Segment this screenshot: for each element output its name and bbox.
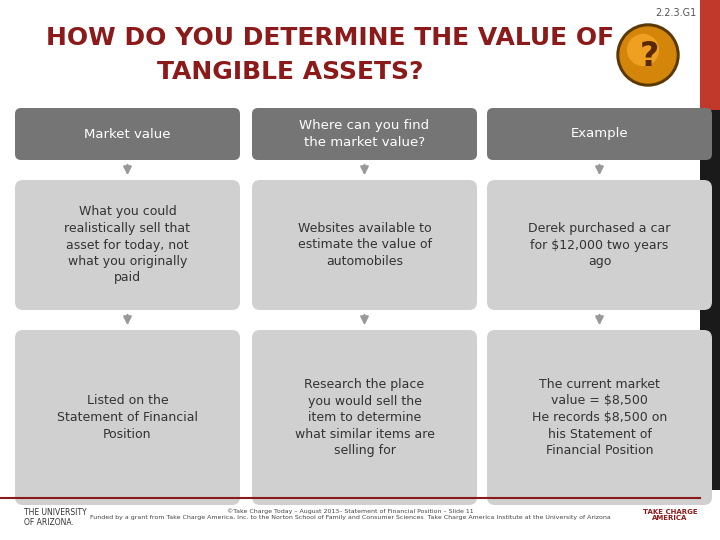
FancyBboxPatch shape: [252, 180, 477, 310]
FancyBboxPatch shape: [700, 0, 720, 110]
FancyBboxPatch shape: [487, 330, 712, 505]
Text: TANGIBLE ASSETS?: TANGIBLE ASSETS?: [157, 60, 423, 84]
FancyBboxPatch shape: [700, 110, 720, 490]
Text: Where can you find
the market value?: Where can you find the market value?: [300, 119, 430, 148]
Text: 2.2.3.G1: 2.2.3.G1: [656, 8, 697, 18]
Text: Listed on the
Statement of Financial
Position: Listed on the Statement of Financial Pos…: [57, 395, 198, 441]
FancyBboxPatch shape: [252, 330, 477, 505]
Circle shape: [620, 27, 676, 83]
Text: Research the place
you would sell the
item to determine
what similar items are
s: Research the place you would sell the it…: [294, 378, 434, 457]
Text: What you could
realistically sell that
asset for today, not
what you originally
: What you could realistically sell that a…: [65, 206, 191, 285]
FancyBboxPatch shape: [487, 180, 712, 310]
FancyBboxPatch shape: [15, 180, 240, 310]
Text: TAKE CHARGE
AMERICA: TAKE CHARGE AMERICA: [643, 509, 697, 522]
Text: ©Take Charge Today – August 2013– Statement of Financial Position – Slide 11
Fun: ©Take Charge Today – August 2013– Statem…: [89, 508, 611, 520]
Text: Example: Example: [571, 127, 629, 140]
Circle shape: [628, 35, 658, 65]
FancyBboxPatch shape: [15, 330, 240, 505]
Circle shape: [617, 24, 679, 86]
FancyBboxPatch shape: [15, 108, 240, 160]
Text: Websites available to
estimate the value of
automobiles: Websites available to estimate the value…: [297, 222, 431, 268]
FancyBboxPatch shape: [487, 108, 712, 160]
Text: Market value: Market value: [84, 127, 171, 140]
Text: HOW DO YOU DETERMINE THE VALUE OF: HOW DO YOU DETERMINE THE VALUE OF: [46, 26, 614, 50]
FancyBboxPatch shape: [252, 108, 477, 160]
Text: ?: ?: [639, 39, 659, 72]
Text: The current market
value = $8,500
He records $8,500 on
his Statement of
Financia: The current market value = $8,500 He rec…: [532, 378, 667, 457]
Text: Derek purchased a car
for $12,000 two years
ago: Derek purchased a car for $12,000 two ye…: [528, 222, 671, 268]
Text: THE UNIVERSITY
OF ARIZONA.: THE UNIVERSITY OF ARIZONA.: [24, 508, 86, 528]
